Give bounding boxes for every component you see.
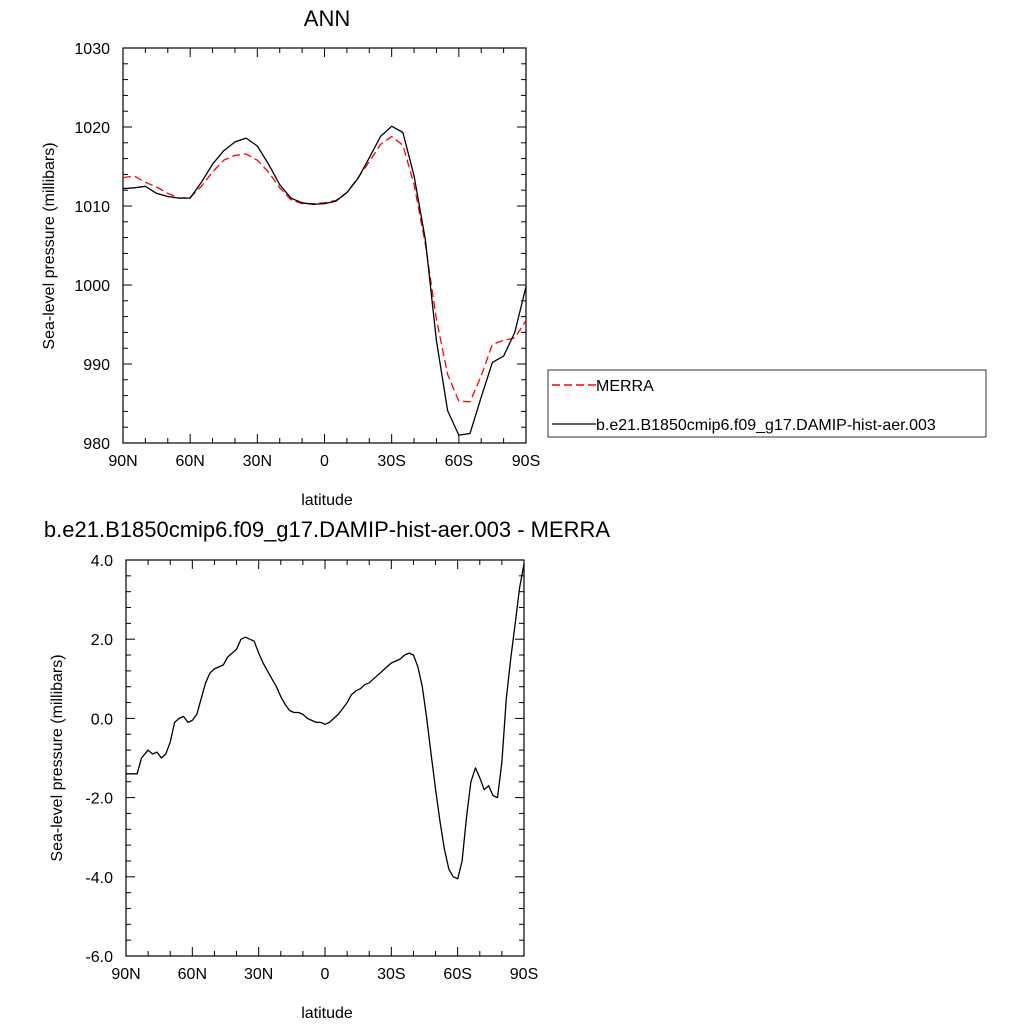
x-axis-label-bottom: latitude xyxy=(301,1005,353,1022)
x-tick-label: 60S xyxy=(443,966,471,983)
x-tick-label: 30N xyxy=(244,966,273,983)
series-line-bottom-0 xyxy=(126,563,525,880)
y-tick-label: 1030 xyxy=(74,41,110,58)
plot-frame-top xyxy=(122,47,527,444)
series-lines-top xyxy=(122,125,527,436)
panel-top: ANN 90N 60N 30N 0 30S 60S 90S 980 990 1000 1010 102… xyxy=(41,6,987,509)
y-tick-label: 1010 xyxy=(74,199,110,216)
x-tick-label: 90N xyxy=(108,453,137,470)
y-tick-label: 2.0 xyxy=(91,632,113,649)
y-tick-label: 1000 xyxy=(74,278,110,295)
chart-title-top: ANN xyxy=(304,6,350,31)
axis-ticks-top: 90N 60N 30N 0 30S 60S 90S 980 990 1000 1010 1020 103… xyxy=(74,41,540,470)
y-tick-label: -4.0 xyxy=(85,870,113,887)
axis-ticks-bottom: 90N 60N 30N 0 30S 60S 90S -6.0 -4.0 -2.0 0.0 2.0 4.0 xyxy=(85,553,538,983)
series-lines-bottom xyxy=(126,563,525,880)
plot-frame-bottom xyxy=(125,559,525,957)
legend-box xyxy=(547,369,987,438)
legend: MERRA b.e21.B1850cmip6.f09_g17.DAMIP-his… xyxy=(547,369,987,438)
x-tick-label: 90S xyxy=(510,966,538,983)
y-tick-label: 1020 xyxy=(74,120,110,137)
y-tick-label: 0.0 xyxy=(91,711,113,728)
x-tick-label: 0 xyxy=(320,453,329,470)
x-tick-label: 90N xyxy=(111,966,140,983)
chart-title-bottom: b.e21.B1850cmip6.f09_g17.DAMIP-hist-aer.… xyxy=(44,517,611,542)
panel-bottom: b.e21.B1850cmip6.f09_g17.DAMIP-hist-aer.… xyxy=(44,517,611,1022)
legend-label-model: b.e21.B1850cmip6.f09_g17.DAMIP-hist-aer.… xyxy=(596,417,936,434)
legend-label-merra: MERRA xyxy=(596,378,654,395)
y-axis-label-bottom: Sea-level pressure (millibars) xyxy=(49,654,66,861)
x-tick-label: 30S xyxy=(377,453,405,470)
y-tick-label: -2.0 xyxy=(85,791,113,808)
y-tick-label: 990 xyxy=(83,357,110,374)
y-tick-label: 980 xyxy=(83,436,110,453)
y-tick-label: 4.0 xyxy=(91,553,113,570)
x-axis-label-top: latitude xyxy=(301,492,353,509)
x-tick-label: 0 xyxy=(321,966,330,983)
x-tick-label: 60N xyxy=(175,453,204,470)
y-tick-label: -6.0 xyxy=(85,949,113,966)
y-axis-label-top: Sea-level pressure (millibars) xyxy=(41,142,58,349)
x-tick-label: 60N xyxy=(178,966,207,983)
series-line-top-1 xyxy=(122,125,527,436)
x-tick-label: 60S xyxy=(445,453,473,470)
series-line-top-0 xyxy=(122,135,527,403)
x-tick-label: 90S xyxy=(512,453,540,470)
x-tick-label: 30N xyxy=(243,453,272,470)
x-tick-label: 30S xyxy=(377,966,405,983)
